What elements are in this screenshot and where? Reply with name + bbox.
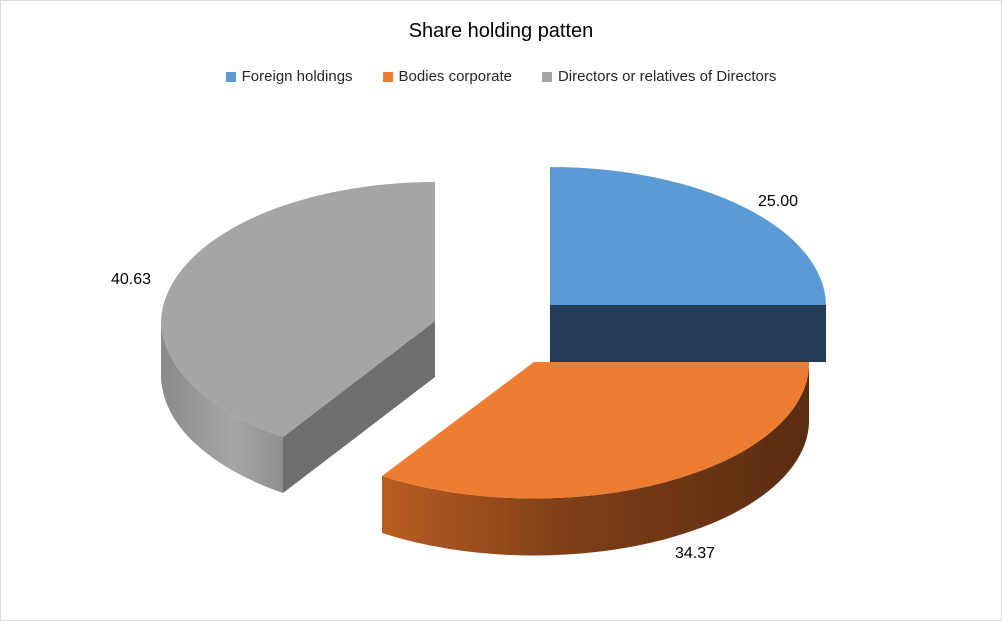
legend-swatch-directors [541,71,552,82]
chart-legend: Foreign holdings Bodies corporate Direct… [1,68,1001,85]
pie-slice-directors [161,182,435,493]
data-label-directors: 40.63 [111,271,151,288]
data-label-foreign-holdings: 25.00 [758,193,798,210]
pie-slice-foreign-holdings [550,167,826,362]
pie-slice-foreign-holdings-face [550,305,826,362]
legend-item-foreign-holdings: Foreign holdings [225,68,353,85]
data-label-bodies-corporate: 34.37 [675,545,715,562]
pie-slice-directors-top [161,182,435,437]
legend-swatch-foreign-holdings [225,71,236,82]
chart-title: Share holding patten [408,20,594,42]
legend-label-foreign-holdings: Foreign holdings [241,68,353,85]
legend-item-bodies-corporate: Bodies corporate [382,68,512,85]
pie-slice-foreign-holdings-top [550,167,826,305]
legend-label-directors: Directors or relatives of Directors [557,68,777,85]
legend-item-directors: Directors or relatives of Directors [541,68,777,85]
legend-label-bodies-corporate: Bodies corporate [398,68,512,85]
legend-swatch-bodies-corporate [382,71,393,82]
pie-slice-directors-side [161,321,283,493]
pie-slice-bodies-corporate-side [382,362,810,556]
pie-slice-directors-face [283,321,435,493]
pie-slice-bodies-corporate-top [382,362,810,499]
pie-slice-bodies-corporate [382,362,810,556]
